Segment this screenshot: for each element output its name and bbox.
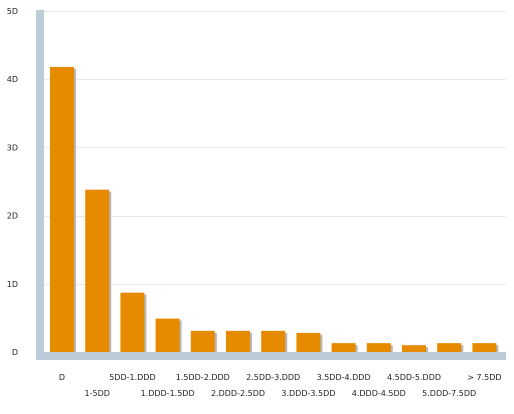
x-tick-label: 1-5DD — [85, 389, 110, 398]
x-tick-label: 4.DDD-4.5DD — [352, 389, 406, 398]
y-tick-label: 5D — [7, 7, 18, 16]
bar — [331, 343, 356, 352]
y-tick-label: D — [12, 348, 18, 357]
x-axis-bar — [36, 352, 506, 360]
bar — [402, 345, 426, 352]
x-tick-label: 3.DDD-3.5DD — [281, 389, 335, 398]
y-axis-bar — [36, 10, 44, 360]
x-tick-label: 5DD-1.DDD — [109, 373, 155, 382]
bars — [50, 66, 499, 352]
bar — [120, 292, 145, 352]
y-tick-label: 1D — [7, 280, 18, 289]
bar — [85, 189, 110, 352]
x-tick-label: 2.5DD-3.DDD — [246, 373, 300, 382]
x-tick-label: 5.DDD-7.5DD — [422, 389, 476, 398]
x-axis-ticks: D 1-5DD 5DD-1.DDD 1.DDD-1.5DD 1.5DD-2.DDD 2.D… — [59, 373, 502, 398]
bar — [472, 343, 497, 352]
bar — [296, 332, 321, 352]
y-axis-ticks: D 1D 2D 3D 4D 5D — [7, 7, 18, 357]
x-tick-label: > 7.5DD — [467, 373, 501, 382]
y-tick-label: 3D — [7, 143, 18, 152]
x-tick-label: 1.5DD-2.DDD — [176, 373, 230, 382]
x-tick-label: 2.DDD-2.5DD — [211, 389, 265, 398]
bar — [226, 330, 250, 352]
y-tick-label: 2D — [7, 212, 18, 221]
bar — [366, 343, 391, 352]
x-tick-label: 4.5DD-5.DDD — [387, 373, 441, 382]
bar — [50, 66, 74, 352]
axes — [36, 10, 506, 360]
bar — [437, 343, 462, 352]
x-tick-label: 3.5DD-4.DDD — [317, 373, 371, 382]
y-tick-label: 4D — [7, 75, 18, 84]
bar — [155, 318, 180, 352]
x-tick-label: D — [59, 373, 65, 382]
x-tick-label: 1.DDD-1.5DD — [141, 389, 195, 398]
bar — [261, 330, 286, 352]
bar — [190, 330, 215, 352]
gridlines — [44, 11, 506, 285]
